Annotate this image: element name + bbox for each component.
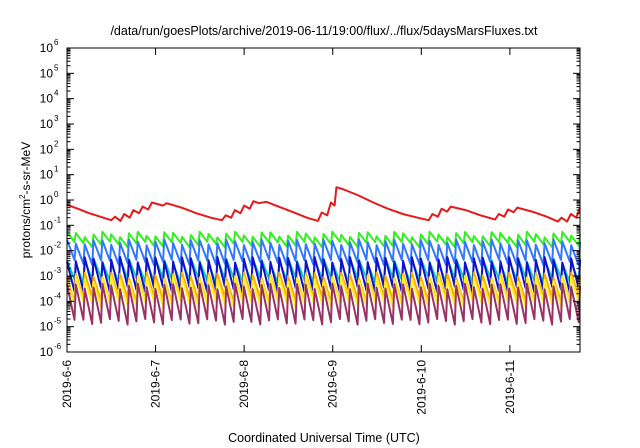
y-tick-label: 10 [40, 92, 54, 106]
y-tick-exponent: 3 [54, 114, 59, 123]
y-tick-label: 10 [40, 320, 54, 334]
series-line-8 [66, 282, 581, 326]
y-tick-label: 10 [40, 218, 54, 232]
x-tick-label: 2019-6-8 [237, 360, 251, 408]
x-tick-label: 2019-6-11 [503, 360, 517, 414]
y-tick-label: 10 [40, 117, 54, 131]
x-axis: 2019-6-6 2019-6-7 2019-6-8 2019-6-9 2019-6-1… [60, 48, 517, 415]
y-tick-exponent: -5 [54, 317, 62, 326]
y-tick-exponent: 2 [54, 139, 59, 148]
x-axis-label: Coordinated Universal Time (UTC) [228, 431, 420, 445]
y-axis-label: protons/cm2-s-sr-MeV [18, 142, 33, 258]
y-tick-label: 10 [40, 142, 54, 156]
y-axis: 10 -610 -510 -410 -310 -210 -110 010 110 210 310 41… [40, 38, 580, 359]
y-tick-label: 10 [40, 269, 54, 283]
series-layer [66, 186, 581, 326]
x-tick-label: 2019-6-6 [60, 360, 74, 408]
x-tick-label: 2019-6-7 [149, 360, 163, 408]
x-tick-label: 2019-6-9 [326, 360, 340, 408]
y-tick-exponent: -2 [54, 241, 62, 250]
y-tick-label: 10 [40, 66, 54, 80]
y-axis-label-pre: protons/cm [19, 199, 33, 258]
y-tick-label: 10 [40, 244, 54, 258]
x-tick-label: 2019-6-10 [414, 360, 428, 415]
y-tick-exponent: 4 [54, 89, 59, 98]
chart-title: /data/run/goesPlots/archive/2019-06-11/1… [110, 24, 538, 38]
y-axis-label-sup: 2 [18, 194, 27, 199]
y-tick-label: 10 [40, 168, 54, 182]
y-tick-exponent: -1 [54, 215, 62, 224]
y-tick-label: 10 [40, 193, 54, 207]
series-line-1 [66, 186, 581, 223]
y-tick-exponent: 0 [54, 190, 59, 199]
y-tick-exponent: 6 [54, 38, 59, 47]
y-tick-label: 10 [40, 294, 54, 308]
y-tick-exponent: 5 [54, 63, 59, 72]
y-tick-exponent: -3 [54, 266, 62, 275]
y-tick-exponent: -6 [54, 342, 62, 351]
y-tick-label: 10 [40, 345, 54, 359]
y-tick-exponent: 1 [54, 165, 59, 174]
y-tick-exponent: -4 [54, 291, 62, 300]
y-tick-label: 10 [40, 41, 54, 55]
y-axis-label-post: -s-sr-MeV [19, 142, 33, 195]
